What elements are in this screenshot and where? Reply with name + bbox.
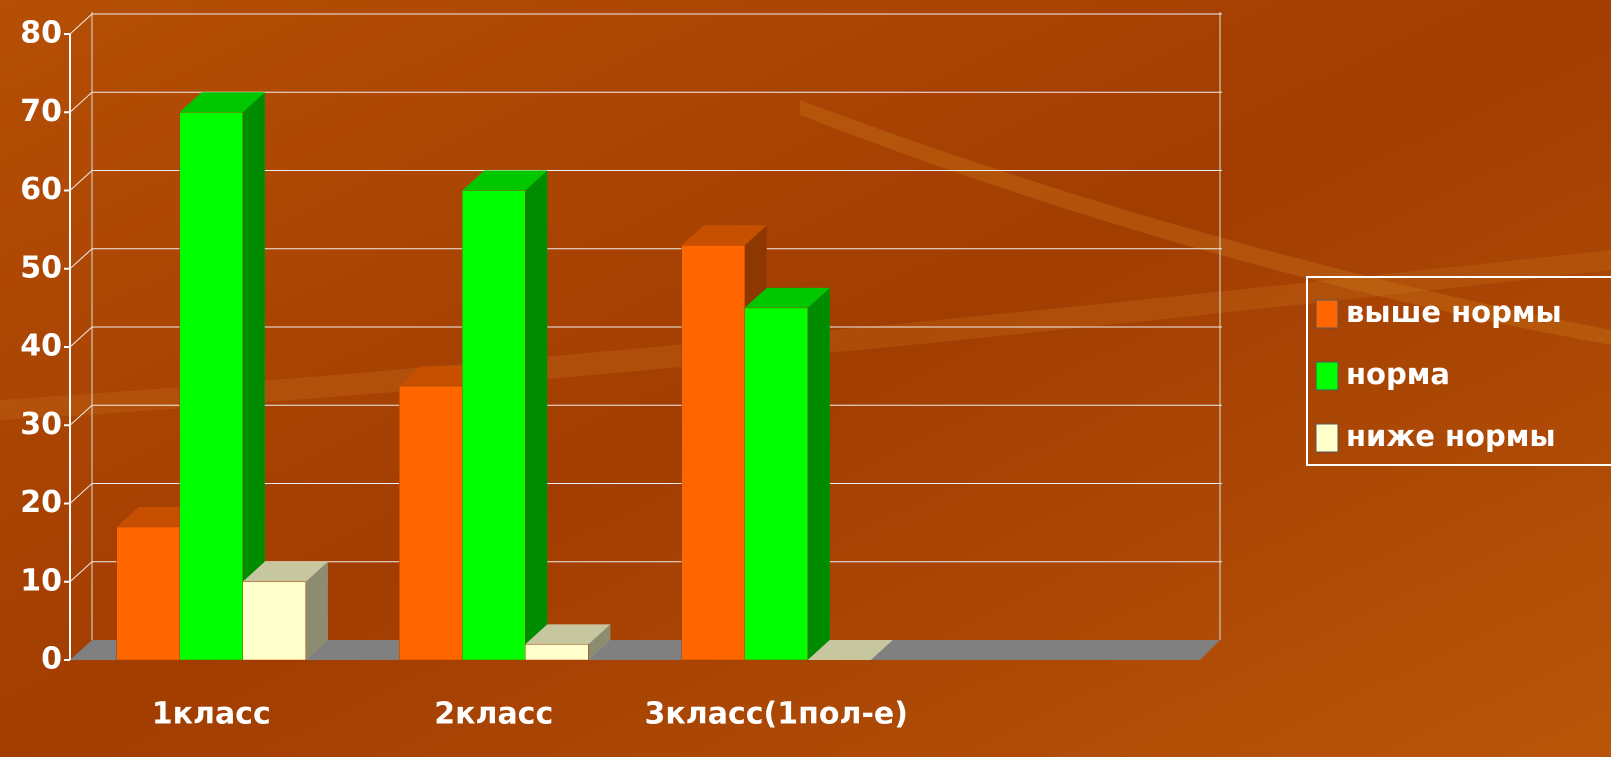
background-streak	[800, 100, 1611, 345]
bar-side-shade	[525, 170, 548, 660]
grid-line	[69, 248, 93, 270]
bar-side-shade	[807, 287, 830, 660]
grid-line	[69, 91, 93, 113]
y-tick-label: 70	[20, 94, 62, 129]
grid-line	[69, 483, 93, 504]
x-tick-label: 2класс	[434, 697, 553, 732]
legend-swatch	[1315, 361, 1339, 391]
grid-line	[69, 326, 93, 348]
bar-top-shade	[807, 640, 893, 660]
x-tick-label: 3класс(1пол-е)	[645, 697, 908, 732]
bar-top-shade	[525, 624, 611, 645]
y-tick-label: 40	[20, 329, 62, 364]
bar-top	[744, 287, 830, 308]
floor	[70, 640, 1220, 660]
bar-top-shade	[179, 92, 265, 113]
bar-side-shade	[588, 624, 611, 660]
y-tick-label: 60	[20, 172, 62, 207]
bar	[462, 190, 526, 661]
legend-label: норма	[1346, 357, 1450, 391]
bar	[242, 581, 306, 661]
bar-top	[462, 170, 548, 191]
bar-top-shade	[681, 225, 767, 246]
bar-top	[242, 561, 328, 582]
y-tick-label: 80	[20, 16, 62, 51]
bar-top-shade	[242, 561, 328, 582]
bar-side	[525, 170, 548, 660]
bar-top	[525, 624, 611, 645]
x-tick-label: 1класс	[152, 697, 271, 732]
grid-line	[69, 13, 93, 35]
bar-side-shade	[305, 561, 328, 660]
bar-side	[807, 287, 830, 660]
y-tick-label: 10	[20, 563, 62, 598]
y-tick-label: 30	[20, 407, 62, 442]
grid-line	[69, 561, 93, 583]
legend	[1306, 276, 1611, 466]
y-tick-label: 20	[20, 485, 62, 520]
bar-side	[588, 624, 611, 660]
grid-line	[69, 404, 93, 426]
bar-top	[681, 225, 767, 246]
bar	[681, 245, 745, 661]
legend-box	[1306, 276, 1611, 466]
legend-swatch	[1315, 299, 1339, 329]
bar-top	[179, 92, 265, 113]
bar	[399, 385, 463, 661]
bar	[179, 112, 243, 661]
bar-side-shade	[242, 92, 265, 660]
bar-top-shade	[462, 170, 548, 191]
legend-swatch	[1315, 423, 1339, 453]
bar-top-shade	[744, 287, 830, 308]
y-tick-label: 0	[41, 642, 62, 677]
legend-label: ниже нормы	[1346, 419, 1556, 453]
bar	[116, 526, 180, 661]
bar-side	[305, 561, 328, 660]
bar-top	[807, 640, 893, 660]
bar	[525, 644, 589, 661]
legend-label: выше нормы	[1346, 295, 1562, 329]
bar-side	[242, 92, 265, 660]
y-tick-label: 50	[20, 250, 62, 285]
grid-line	[69, 170, 93, 191]
bar	[744, 307, 808, 661]
